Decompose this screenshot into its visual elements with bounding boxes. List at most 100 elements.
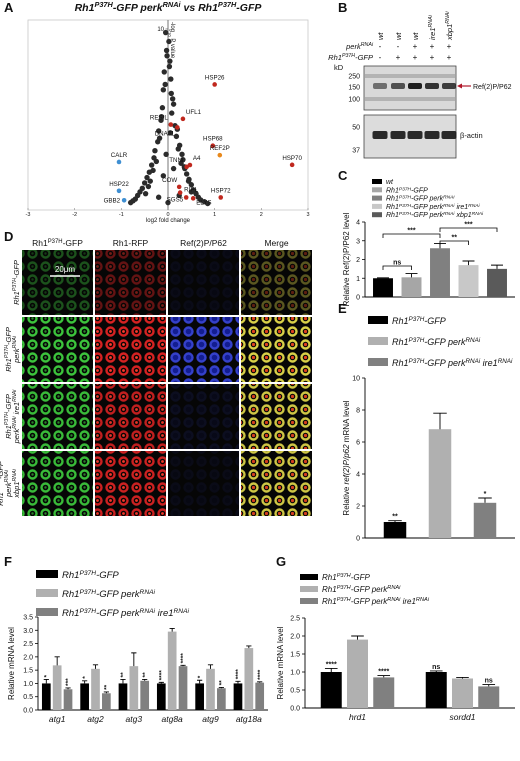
error-bar (433, 412, 447, 430)
data-point (167, 130, 174, 136)
row-label-part: perk (345, 42, 362, 51)
bar (63, 689, 73, 710)
bar (129, 666, 139, 710)
y-tick-label: 10 (157, 27, 164, 33)
bar (91, 668, 100, 710)
actin-band (407, 131, 423, 139)
legend-label-part: RNAi (387, 597, 401, 603)
legend-label-part: ire1 (455, 204, 469, 211)
micrograph-signal (22, 451, 93, 516)
ref2p-band (425, 83, 439, 89)
significance-label: ns (485, 678, 493, 685)
data-point (148, 162, 155, 168)
significance-label: * (197, 675, 204, 678)
data-point (162, 81, 168, 88)
column-header-part: Rh1 (32, 238, 48, 248)
data-point (116, 188, 122, 194)
row-label: perkRNAi (4, 469, 13, 498)
column-header-part: P37H (48, 239, 63, 245)
error-bar (429, 670, 443, 672)
data-point (142, 190, 149, 197)
bar (401, 277, 422, 297)
legend-swatch (300, 586, 318, 592)
y-tick-label: 2.0 (23, 654, 33, 661)
lane-sign: + (447, 42, 452, 51)
row-label-part: -GFP (355, 53, 373, 62)
legend-label-part: -GFP perk (96, 589, 141, 600)
error-bar (43, 678, 49, 684)
legend-label-part: xbp1 (455, 212, 472, 219)
significance-label: **** (235, 669, 242, 680)
x-tick-label: sordd1 (450, 712, 476, 722)
y-axis-label-part: -log (169, 22, 175, 32)
chart-title-part: -GFP (236, 2, 262, 14)
error-bar (405, 273, 418, 278)
row-label: Rh1P37H-GFP (12, 260, 21, 305)
point-label: HSP70 (282, 155, 302, 162)
lane-label-part: ire1 (428, 27, 437, 40)
micrograph-signal (22, 317, 93, 382)
point-label: HSP26 (205, 74, 225, 81)
row-label-part: perk (12, 428, 21, 445)
legend-label: Rh1P37H-GFP (386, 186, 428, 195)
row-label-part: -GFP (4, 394, 13, 412)
x-tick-label: hrd1 (349, 712, 366, 722)
legend-label-part: Rh1 (386, 212, 399, 219)
panel-letter: G (276, 554, 286, 569)
data-point (147, 178, 153, 184)
ref2p-band (442, 83, 456, 89)
unit-label: kD (334, 63, 344, 72)
data-point (177, 190, 183, 195)
chart-title-part: RNAi (163, 0, 182, 9)
point-label: SGS5 (167, 196, 184, 203)
legend-swatch (368, 316, 388, 324)
y-tick-label: 2.5 (290, 616, 300, 623)
legend-label-part: P37H (399, 202, 412, 208)
point-label: ELYS (196, 199, 211, 206)
y-tick-label: 0 (356, 295, 360, 302)
error-bar (235, 680, 241, 684)
micrograph-signal (241, 250, 312, 315)
point-label: DNAJ1 (155, 130, 175, 137)
error-bar (388, 520, 402, 522)
significance-bracket (382, 265, 412, 270)
micrograph-signal (241, 451, 312, 516)
panel-letter: D (4, 229, 13, 244)
legend-label-part: P37H (399, 194, 412, 200)
y-axis-label-part: ref(2)P/p62 (342, 444, 351, 485)
legend-label-part: Rh1 (392, 337, 409, 347)
data-point (212, 82, 217, 87)
data-point (155, 194, 162, 200)
y-tick-label: 4 (356, 472, 360, 479)
data-point (167, 58, 173, 64)
data-point (190, 196, 196, 201)
y-axis-label-part: P value (169, 37, 175, 59)
lane-sign: + (396, 53, 401, 62)
point-label: CALR (111, 152, 128, 159)
x-tick-label: atg2 (87, 714, 104, 724)
error-bar (257, 681, 263, 683)
legend-label-part: ire1 (480, 358, 498, 368)
column-header: Rh1-RFP (113, 238, 149, 248)
legend-label-part: -GFP perk (424, 337, 466, 347)
micrograph-signal (95, 317, 166, 382)
legend-label-part: -GFP (96, 570, 119, 581)
marker-label: 50 (352, 125, 360, 132)
point-label: RESIL (150, 115, 168, 122)
legend-label-part: Rh1 (62, 608, 79, 619)
bar (428, 429, 452, 538)
actin-band (441, 131, 457, 139)
micrograph-signal (241, 317, 312, 382)
lane-label: wt (394, 32, 403, 40)
y-tick-label: 8 (356, 408, 360, 415)
row-label: Rh1P37H-GFP (0, 461, 5, 506)
row-label-part: RNAi (12, 389, 18, 402)
panel-letter: F (4, 554, 12, 569)
data-point (160, 173, 167, 179)
panel-letter: A (4, 0, 14, 15)
bar (452, 678, 473, 708)
y-axis-label-part: Relative (342, 484, 351, 515)
point-label: HSP72 (211, 187, 231, 194)
